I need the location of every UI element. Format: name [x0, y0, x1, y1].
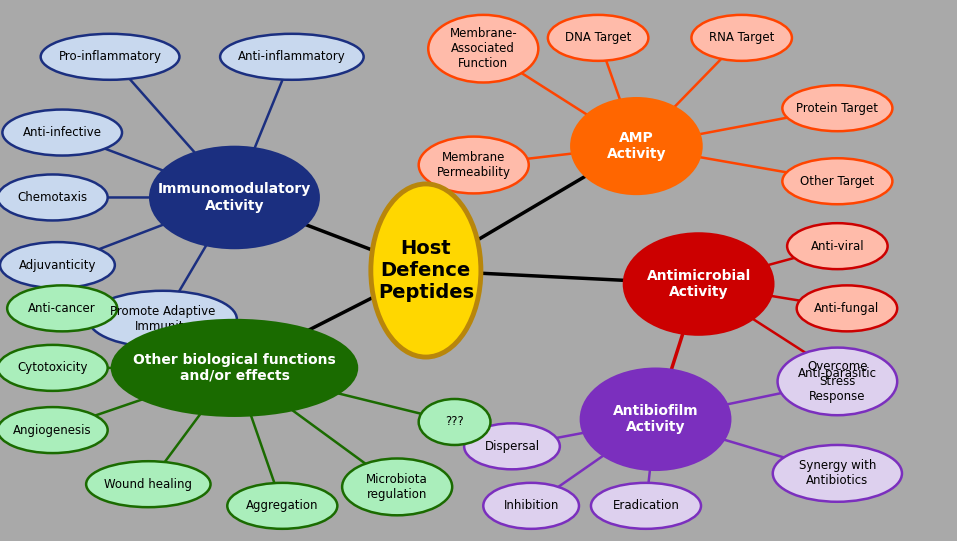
Text: Wound healing: Wound healing	[104, 478, 192, 491]
Text: Angiogenesis: Angiogenesis	[13, 424, 92, 437]
Ellipse shape	[2, 109, 122, 156]
Text: Synergy with
Antibiotics: Synergy with Antibiotics	[799, 459, 876, 487]
Ellipse shape	[464, 423, 560, 470]
Text: Anti-cancer: Anti-cancer	[29, 302, 96, 315]
Ellipse shape	[113, 320, 357, 415]
Text: Adjuvanticity: Adjuvanticity	[19, 259, 96, 272]
Ellipse shape	[582, 369, 730, 469]
Ellipse shape	[0, 407, 108, 453]
Text: Microbiota
regulation: Microbiota regulation	[367, 473, 428, 501]
Ellipse shape	[0, 174, 108, 221]
Text: AMP
Activity: AMP Activity	[607, 131, 666, 161]
Text: RNA Target: RNA Target	[709, 31, 774, 44]
Text: Cytotoxicity: Cytotoxicity	[17, 361, 88, 374]
Ellipse shape	[782, 85, 892, 131]
Text: Other biological functions
and/or effects: Other biological functions and/or effect…	[133, 353, 336, 383]
Ellipse shape	[86, 461, 211, 507]
Ellipse shape	[787, 223, 887, 269]
Ellipse shape	[782, 351, 892, 396]
Ellipse shape	[419, 399, 490, 445]
Text: Anti-parasitic: Anti-parasitic	[798, 367, 877, 380]
Text: Protein Target: Protein Target	[796, 102, 879, 115]
Text: Other Target: Other Target	[800, 175, 875, 188]
Ellipse shape	[773, 445, 901, 502]
Text: Antimicrobial
Activity: Antimicrobial Activity	[647, 269, 750, 299]
Ellipse shape	[371, 184, 480, 357]
Ellipse shape	[624, 234, 773, 334]
Ellipse shape	[691, 15, 792, 61]
Ellipse shape	[40, 34, 180, 80]
Text: ???: ???	[445, 415, 464, 428]
Text: Eradication: Eradication	[612, 499, 679, 512]
Ellipse shape	[227, 483, 337, 529]
Ellipse shape	[419, 137, 528, 194]
Ellipse shape	[0, 242, 115, 288]
Ellipse shape	[89, 291, 237, 348]
Text: Promote Adaptive
Immunity: Promote Adaptive Immunity	[110, 305, 215, 333]
Text: Dispersal: Dispersal	[484, 440, 540, 453]
Text: Host
Defence
Peptides: Host Defence Peptides	[378, 239, 474, 302]
Text: Anti-viral: Anti-viral	[811, 240, 864, 253]
Ellipse shape	[0, 345, 108, 391]
Ellipse shape	[428, 15, 539, 82]
Ellipse shape	[782, 158, 892, 204]
Text: DNA Target: DNA Target	[565, 31, 632, 44]
Ellipse shape	[572, 98, 701, 193]
Text: Overcome
Stress
Response: Overcome Stress Response	[807, 360, 868, 403]
Text: Pro-inflammatory: Pro-inflammatory	[58, 50, 162, 63]
Ellipse shape	[7, 286, 117, 331]
Ellipse shape	[343, 459, 452, 515]
Ellipse shape	[796, 286, 898, 331]
Text: Aggregation: Aggregation	[246, 499, 319, 512]
Text: Anti-infective: Anti-infective	[23, 126, 101, 139]
Text: Membrane
Permeability: Membrane Permeability	[436, 151, 511, 179]
Text: Immunomodulatory
Activity: Immunomodulatory Activity	[158, 182, 311, 213]
Text: Membrane-
Associated
Function: Membrane- Associated Function	[450, 27, 517, 70]
Ellipse shape	[151, 147, 318, 248]
Ellipse shape	[547, 15, 648, 61]
Text: Chemotaxis: Chemotaxis	[17, 191, 88, 204]
Ellipse shape	[220, 34, 364, 80]
Text: Antibiofilm
Activity: Antibiofilm Activity	[612, 404, 699, 434]
Text: Inhibition: Inhibition	[503, 499, 559, 512]
Text: Anti-inflammatory: Anti-inflammatory	[238, 50, 345, 63]
Ellipse shape	[777, 348, 898, 415]
Ellipse shape	[590, 483, 701, 529]
Text: Anti-fungal: Anti-fungal	[814, 302, 879, 315]
Ellipse shape	[483, 483, 579, 529]
